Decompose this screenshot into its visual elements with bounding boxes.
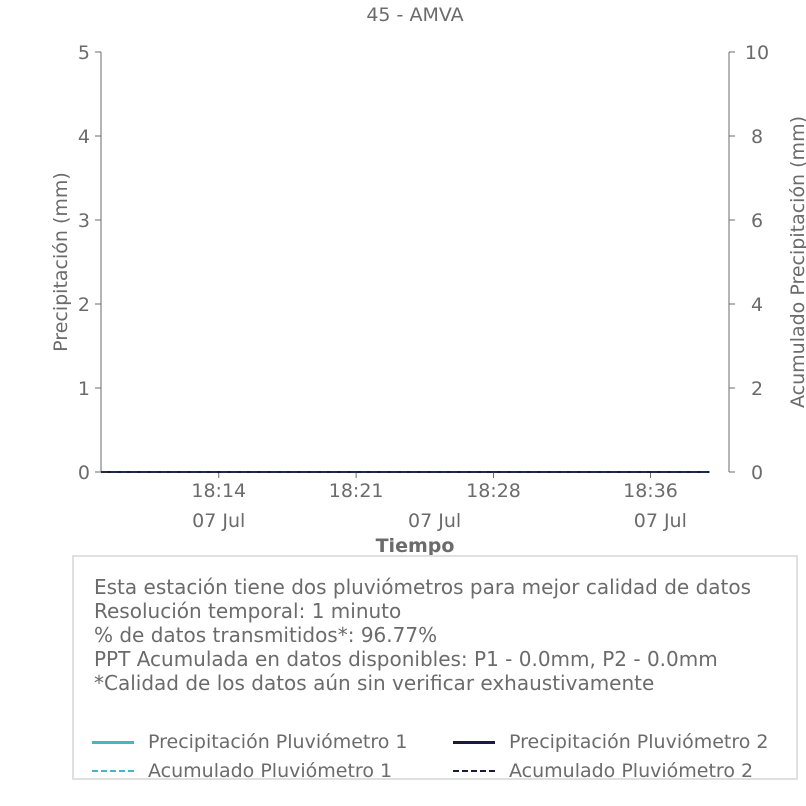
legend-swatch-acum-1 — [92, 770, 134, 772]
chart-title: 45 - AMVA — [366, 4, 463, 26]
legend-entry-acum-2: Acumulado Pluviómetro 2 — [453, 760, 753, 782]
x-date-label: 07 Jul — [192, 510, 245, 532]
legend-swatch-acum-2 — [453, 770, 495, 772]
info-legend-box: Esta estación tiene dos pluviómetros par… — [72, 555, 798, 782]
x-date-label: 07 Jul — [408, 510, 461, 532]
x-date-label: 07 Jul — [634, 510, 687, 532]
info-text: Esta estación tiene dos pluviómetros par… — [94, 575, 751, 695]
x-tick-label: 18:14 — [191, 480, 246, 502]
x-axis-label: Tiempo — [376, 535, 455, 555]
y-axis-label: Precipitación (mm) — [50, 172, 72, 352]
info-line-4: PPT Acumulada en datos disponibles: P1 -… — [94, 647, 718, 671]
legend-label-acum-2: Acumulado Pluviómetro 2 — [509, 760, 754, 782]
legend-entry-precip-1: Precipitación Pluviómetro 1 — [92, 731, 408, 753]
y-tick-label: 4 — [78, 126, 90, 148]
info-line-5: *Calidad de los datos aún sin verificar … — [94, 671, 655, 695]
legend-label-precip-1: Precipitación Pluviómetro 1 — [148, 731, 408, 753]
legend-label-precip-2: Precipitación Pluviómetro 2 — [509, 731, 769, 753]
info-line-1: Esta estación tiene dos pluviómetros par… — [94, 575, 752, 599]
legend-entry-precip-2: Precipitación Pluviómetro 2 — [453, 731, 769, 753]
y2-axis-label: Acumulado Precipitación (mm) — [787, 116, 806, 408]
info-line-2: Resolución temporal: 1 minuto — [94, 599, 402, 623]
y-tick-label: 0 — [78, 462, 90, 484]
y2-tick-label: 2 — [751, 378, 763, 400]
y2-tick-label: 8 — [751, 126, 763, 148]
legend-entry-acum-1: Acumulado Pluviómetro 1 — [92, 760, 392, 782]
x-tick-label: 18:21 — [329, 480, 384, 502]
y2-tick-label: 6 — [751, 210, 763, 232]
y2-tick-label: 10 — [745, 42, 769, 64]
precipitation-chart: 45 - AMVA 0 1 2 3 4 5 0 2 4 6 8 10 18:14 18:21 18:28 18… — [50, 4, 806, 555]
legend-swatch-precip-1 — [92, 740, 134, 744]
y-tick-label: 1 — [78, 378, 90, 400]
y-tick-label: 3 — [78, 210, 90, 232]
info-line-3: % de datos transmitidos*: 96.77% — [94, 623, 438, 647]
y2-tick-label: 4 — [751, 294, 763, 316]
x-tick-label: 18:28 — [466, 480, 521, 502]
y-tick-label: 5 — [78, 42, 90, 64]
x-tick-label: 18:36 — [623, 480, 678, 502]
y2-tick-label: 0 — [751, 462, 763, 484]
legend-label-acum-1: Acumulado Pluviómetro 1 — [148, 760, 393, 782]
y-tick-label: 2 — [78, 294, 90, 316]
legend-swatch-precip-2 — [453, 740, 495, 744]
